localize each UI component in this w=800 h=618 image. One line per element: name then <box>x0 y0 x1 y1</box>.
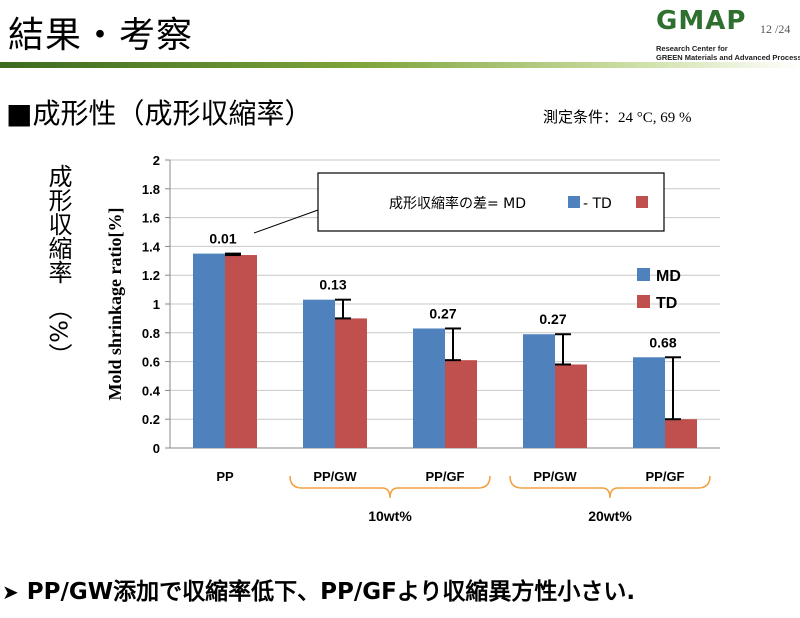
bars <box>193 253 697 448</box>
difference-label: 0.68 <box>649 334 676 350</box>
chart-text: 0 0.2 0.4 0.6 0.8 1 1.2 1.4 1.6 1.8 2 0.01 PP 0.13 PP/… <box>105 153 685 524</box>
org-name-line1: Research Center for <box>656 44 728 53</box>
legend-td-swatch <box>637 295 650 308</box>
arrow-icon: ➤ <box>2 580 19 604</box>
x-category-label: PP <box>216 469 234 484</box>
bar-td <box>665 419 697 448</box>
difference-label: 0.27 <box>539 311 566 327</box>
legend-td-label: TD <box>656 295 677 312</box>
annotation-td-swatch <box>636 196 648 208</box>
org-name-line2: GREEN Materials and Advanced Processing <box>656 53 800 62</box>
bar-md <box>193 253 225 448</box>
y-tick-label: 0.4 <box>142 383 161 398</box>
slide-title: 結果・考察 <box>8 15 194 56</box>
difference-bars <box>225 252 681 421</box>
group-bracket <box>289 475 491 499</box>
y-tick-label: 0 <box>153 441 160 456</box>
y-tick-label: 1.6 <box>142 211 160 226</box>
x-category-label: PP/GW <box>533 469 577 484</box>
bar-md <box>523 334 555 448</box>
gmap-logo: GMAP 12 /24 Research Center for GREEN Ma… <box>656 6 800 62</box>
conditions-label: 測定条件： <box>543 108 619 126</box>
y-tick-label: 2 <box>153 153 160 168</box>
difference-label: 0.13 <box>319 277 346 293</box>
title-rule <box>0 62 800 68</box>
group-label: 10wt% <box>368 508 412 524</box>
bar-md <box>303 299 335 448</box>
group-label: 20wt% <box>588 508 632 524</box>
bar-td <box>445 360 477 448</box>
group-bracket <box>509 475 711 499</box>
bar-md <box>413 328 445 448</box>
annotation-pointer <box>253 209 319 234</box>
y-tick-label: 1.4 <box>142 239 161 254</box>
measurement-conditions: 測定条件：24 °C, 69 % <box>543 106 692 127</box>
difference-label: 0.01 <box>209 231 236 247</box>
bar-td <box>555 364 587 448</box>
bar-md <box>633 357 665 448</box>
x-category-label: PP/GW <box>313 469 357 484</box>
conclusion-text: PP/GW添加で収縮率低下、PP/GFより収縮異方性小さい. <box>26 579 636 605</box>
x-category-label: PP/GF <box>645 469 684 484</box>
bar-td <box>335 318 367 448</box>
legend-md-label: MD <box>656 268 681 285</box>
bar-td <box>225 255 257 448</box>
section-heading: ■成形性（成形収縮率） <box>6 97 313 130</box>
conclusion: ➤ PP/GW添加で収縮率低下、PP/GFより収縮異方性小さい. <box>2 572 635 606</box>
shrinkage-bar-chart: 0 0.2 0.4 0.6 0.8 1 1.2 1.4 1.6 1.8 2 0.01 PP 0.13 PP/… <box>105 153 720 524</box>
y-axis-title-jp-svg: 成形収縮率 （%） <box>44 164 72 367</box>
y-axis-title: Mold shrinkage ratio[%] <box>105 208 125 401</box>
annotation-dash: - TD <box>583 196 612 212</box>
y-tick-label: 1 <box>153 297 160 312</box>
annotation-md-swatch <box>568 196 580 208</box>
page-number: 12 /24 <box>760 22 791 36</box>
legend-md-swatch <box>637 268 650 281</box>
y-tick-label: 0.6 <box>142 355 160 370</box>
y-tick-label: 1.2 <box>142 268 160 283</box>
conditions-value: 24 °C, 69 % <box>618 110 692 126</box>
annotation-text: 成形収縮率の差= MD <box>389 195 526 212</box>
y-axis-title-jp: 成形収縮率 （%） <box>38 160 78 450</box>
annotation-box <box>317 172 665 232</box>
y-tick-label: 0.2 <box>142 412 160 427</box>
y-axis-title-jp-text: 成形収縮率 （%） <box>44 164 72 367</box>
logo-text: GMAP <box>656 6 747 36</box>
y-tick-label: 0.8 <box>142 326 160 341</box>
x-category-label: PP/GF <box>425 469 464 484</box>
y-tick-label: 1.8 <box>142 182 160 197</box>
difference-label: 0.27 <box>429 305 456 321</box>
